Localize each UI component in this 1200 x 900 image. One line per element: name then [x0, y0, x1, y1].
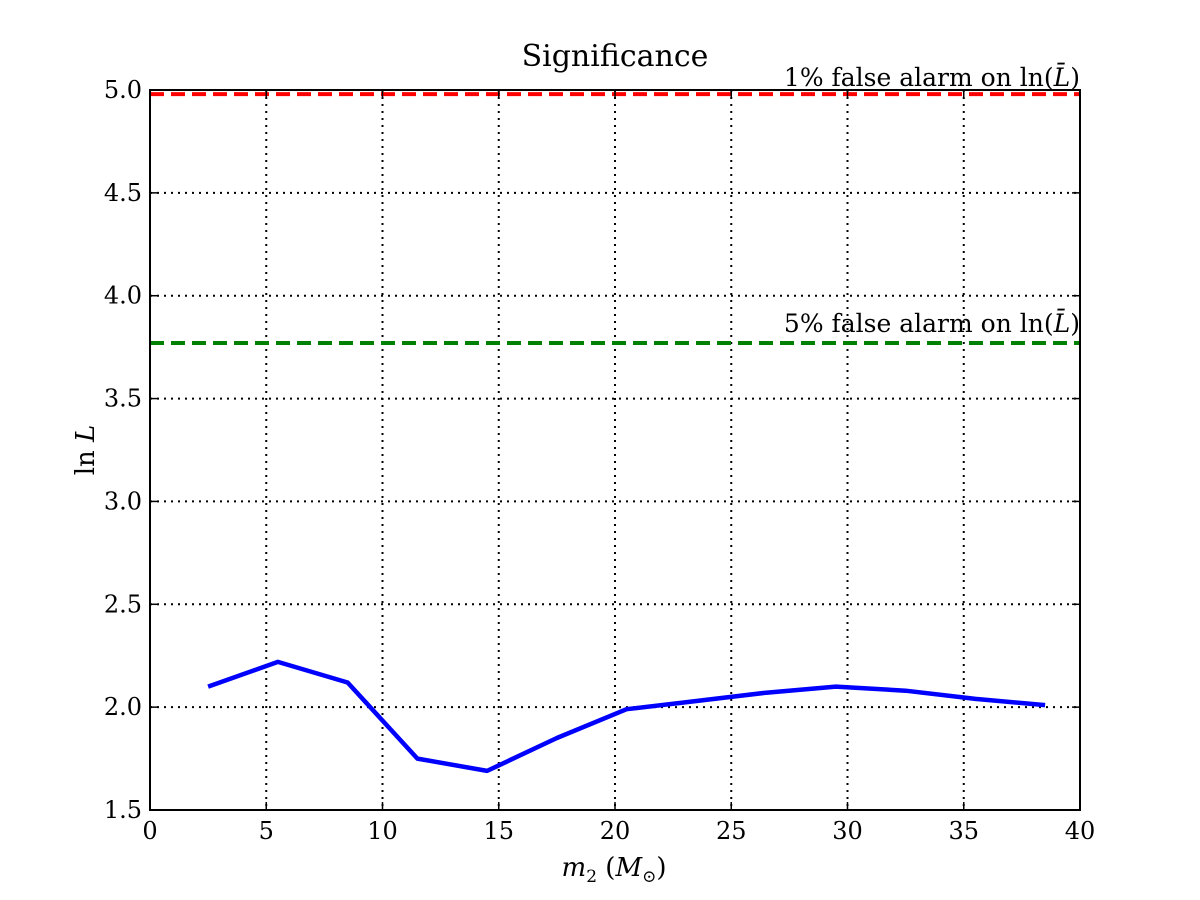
y-tick-label: 4.0 [104, 282, 142, 310]
y-tick-label: 1.5 [104, 796, 142, 824]
threshold-5pct-label-fn: ln( [1020, 309, 1054, 338]
x-tick-label: 25 [716, 817, 747, 845]
y-tick-label: 5.0 [104, 76, 142, 104]
threshold-5pct-label: 5% false alarm on ln(L̄) [784, 309, 1080, 338]
x-axis-label-open: ( [597, 853, 615, 883]
data-series [207, 659, 1046, 774]
threshold-5pct-label-var: L̄ [1053, 309, 1071, 338]
x-axis-label: m2 (M⊙) [562, 853, 667, 887]
chart-title: Significance [522, 39, 709, 74]
y-tick-label: 4.5 [104, 179, 142, 207]
x-tick-label: 15 [483, 817, 514, 845]
threshold-lines [150, 92, 1080, 346]
x-axis-label-unit: M [614, 853, 643, 883]
threshold-5pct-label-close: ) [1070, 309, 1080, 338]
x-axis-label-sub: 2 [586, 867, 597, 887]
threshold-1pct-label: 1% false alarm on ln(L̄) [784, 63, 1080, 92]
axis-ticks: 0 5 10 15 20 25 30 35 40 1.5 2.0 2.5 3.0 3.5 4.0 4.5 5.0 [104, 76, 1095, 845]
x-axis-label-unit-sub: ⊙ [642, 867, 656, 887]
y-axis-label-space [71, 442, 101, 450]
grid-lines [150, 90, 1080, 810]
y-axis-label-fn: ln [71, 450, 101, 475]
threshold-5pct-label-pct: 5% false alarm on [784, 309, 1020, 338]
y-tick-label: 2.5 [104, 590, 142, 618]
x-axis-label-var: m [562, 853, 587, 883]
y-axis-label-var: L [71, 425, 101, 443]
threshold-1pct-label-close: ) [1070, 63, 1080, 92]
x-tick-label: 30 [832, 817, 863, 845]
y-axis-label: ln L [71, 425, 101, 476]
y-tick-label: 3.0 [104, 487, 142, 515]
x-axis-label-close: ) [656, 853, 666, 883]
plot-frame [149, 89, 1081, 811]
series-line-0 [207, 659, 1046, 774]
y-tick-label: 2.0 [104, 693, 142, 721]
threshold-1pct-label-pct: 1% false alarm on [784, 63, 1020, 92]
x-tick-label: 40 [1065, 817, 1096, 845]
x-tick-label: 10 [367, 817, 398, 845]
threshold-1pct-label-var: L̄ [1053, 63, 1071, 92]
x-tick-label: 5 [259, 817, 274, 845]
x-tick-label: 0 [142, 817, 157, 845]
x-tick-label: 20 [600, 817, 631, 845]
threshold-1pct-label-fn: ln( [1020, 63, 1054, 92]
x-tick-label: 35 [948, 817, 979, 845]
y-tick-label: 3.5 [104, 385, 142, 413]
